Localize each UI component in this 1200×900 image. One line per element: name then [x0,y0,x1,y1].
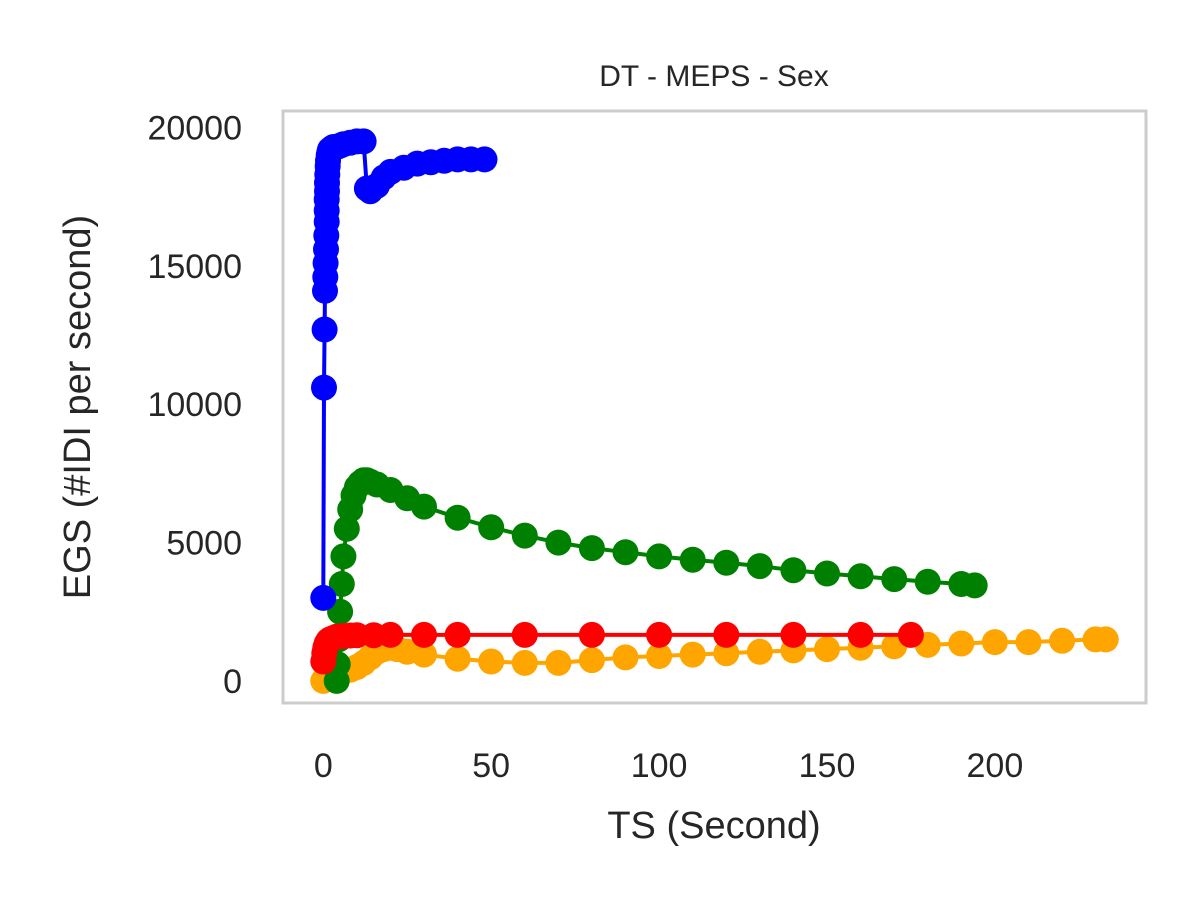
x-axis-label: TS (Second) [607,805,820,847]
data-point [1092,626,1119,653]
data-point [411,621,437,648]
data-point [411,493,437,520]
data-point [328,571,355,597]
data-point [713,549,740,576]
data-point [411,641,437,668]
data-point [612,539,639,566]
data-point [311,374,337,401]
data-point [311,316,338,343]
data-point [780,621,807,648]
x-tick-label: 0 [314,747,333,785]
data-point [444,504,471,531]
plot-area-frame [281,109,1148,705]
data-point [646,643,673,669]
data-point [746,638,773,665]
x-tick-label: 100 [631,747,688,785]
data-point [914,568,941,595]
x-tick-label: 50 [472,747,510,785]
data-point [881,566,908,593]
series-layer [310,128,1119,694]
y-tick-labels: 0 5000 10000 15000 20000 [147,110,242,701]
data-point [444,621,471,648]
y-tick-label: 20000 [147,110,242,148]
data-point [511,649,538,676]
y-tick-label: 5000 [166,525,242,563]
series-1 [323,467,988,694]
y-tick-label: 10000 [147,386,242,424]
y-tick-label: 15000 [147,248,242,286]
data-point [578,621,605,648]
x-tick-label: 150 [799,747,856,785]
data-point [310,584,337,611]
data-point [780,557,807,584]
data-point [847,621,874,648]
y-axis-label: EGS (#IDI per second) [57,215,99,599]
data-point [847,563,874,590]
data-point [961,572,988,599]
data-point [478,514,505,541]
x-tick-label: 200 [967,747,1024,785]
data-point [981,629,1008,656]
data-point [330,543,357,570]
data-point [679,546,706,573]
series-3 [310,621,924,675]
x-tick-labels: 0 50 100 150 200 [314,747,1023,785]
data-point [545,649,572,676]
data-point [713,640,740,667]
data-point [713,621,740,648]
data-point [646,543,673,570]
data-point [478,648,505,675]
data-point [578,535,605,562]
data-point [471,146,498,173]
series-2 [310,128,498,611]
data-point [746,553,773,580]
data-point [377,621,404,648]
data-point [444,645,471,672]
data-point [1049,627,1076,654]
data-point [578,647,605,674]
data-point [814,636,840,663]
data-point [612,644,639,671]
data-point [511,621,538,648]
data-point [333,515,360,542]
data-point [679,641,706,668]
data-point [350,128,377,155]
data-point [814,560,840,587]
data-point [646,621,673,648]
chart-title: DT - MEPS - Sex [599,60,828,93]
y-tick-label: 0 [223,663,242,701]
data-point [948,630,975,657]
data-point [1015,629,1042,656]
data-point [545,529,572,556]
data-point [511,522,538,549]
data-point [897,621,924,648]
